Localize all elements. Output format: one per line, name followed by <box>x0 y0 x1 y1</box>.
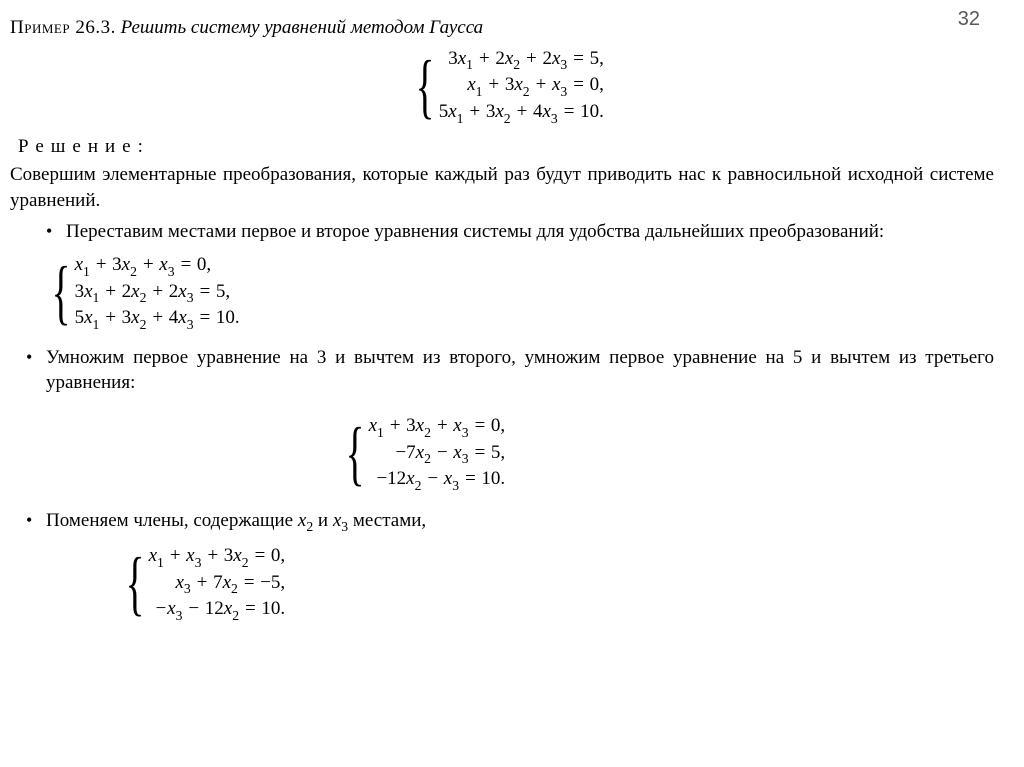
bullet-text: местами, <box>348 510 426 531</box>
equation-row: x1 + 3x2 + x3 = 0, <box>75 253 240 280</box>
system-2: { x1 + 3x2 + x3 = 0, 3x1 + 2x2 + 2x3 = 5… <box>36 249 994 339</box>
example-title: Решить систему уравнений методом Гаусса <box>121 17 484 38</box>
brace-icon: { <box>346 414 365 494</box>
system-3: { x1 + 3x2 + x3 = 0, −7x2 − x3 = 5, −12x… <box>330 410 994 500</box>
equation-row: −x3 − 12x2 = 10. <box>149 597 286 624</box>
bullet-text: и <box>313 510 333 531</box>
bullet-item: Поменяем члены, содержащие x2 и x3 места… <box>46 508 994 536</box>
example-label: Пример 26.3. <box>10 17 116 38</box>
solution-label: Решение: <box>18 134 994 160</box>
example-header: Пример 26.3. Решить систему уравнений ме… <box>10 15 994 41</box>
equation-row: 5x1 + 3x2 + 4x3 = 10. <box>439 100 604 127</box>
equation-row: x3 + 7x2 = −5, <box>149 571 286 598</box>
equation-row: 5x1 + 3x2 + 4x3 = 10. <box>75 306 240 333</box>
bullet-text: Переставим местами первое и второе уравн… <box>66 219 994 245</box>
equation-row: x1 + 3x2 + x3 = 0, <box>369 414 506 441</box>
bullet-text: Поменяем члены, содержащие <box>46 510 298 531</box>
brace-icon: { <box>52 253 71 333</box>
equation-row: x1 + x3 + 3x2 = 0, <box>149 544 286 571</box>
equation-row: 3x1 + 2x2 + 2x3 = 5, <box>439 47 604 74</box>
bullet-list-3: Поменяем члены, содержащие x2 и x3 места… <box>10 508 994 536</box>
equation-row: 3x1 + 2x2 + 2x3 = 5, <box>75 280 240 307</box>
bullet-item: Переставим местами первое и второе уравн… <box>66 219 994 245</box>
bullet-item: Умножим первое уравнение на 3 и вычтем и… <box>46 345 994 396</box>
bullet-list-1: Переставим местами первое и второе уравн… <box>10 219 994 245</box>
equation-row: x1 + 3x2 + x3 = 0, <box>439 73 604 100</box>
bullet-list-2: Умножим первое уравнение на 3 и вычтем и… <box>10 345 994 396</box>
brace-icon: { <box>126 544 145 624</box>
equation-row: −7x2 − x3 = 5, <box>369 441 506 468</box>
math-inline: x2 <box>298 510 313 531</box>
math-inline: x3 <box>333 510 348 531</box>
bullet-text: Умножим первое уравнение на 3 и вычтем и… <box>46 345 994 396</box>
brace-icon: { <box>416 47 435 127</box>
system-4: { x1 + x3 + 3x2 = 0, x3 + 7x2 = −5, −x3 … <box>110 540 994 630</box>
intro-paragraph: Совершим элементарные преобразования, ко… <box>10 162 994 213</box>
system-1: { 3x1 + 2x2 + 2x3 = 5, x1 + 3x2 + x3 = 0… <box>10 43 994 133</box>
equation-row: −12x2 − x3 = 10. <box>369 467 506 494</box>
